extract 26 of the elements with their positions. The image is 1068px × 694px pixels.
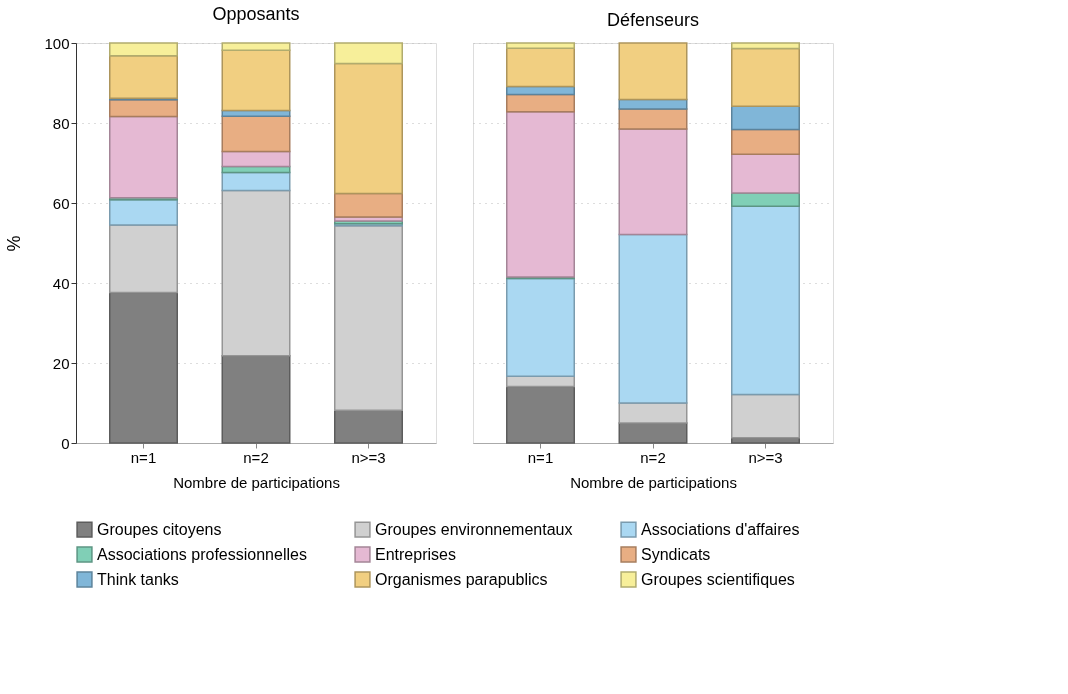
- x-tick-label: n=2: [640, 448, 666, 466]
- x-axis-title: Nombre de participations: [173, 473, 340, 491]
- x-tick-label: n=1: [130, 448, 157, 466]
- legend-label: Syndicats: [641, 545, 711, 563]
- legend-label: Associations professionnelles: [97, 545, 307, 563]
- x-axis-title: Nombre de participations: [570, 473, 737, 491]
- y-tick-label: 0: [61, 434, 70, 452]
- chart-title: Défenseurs: [606, 10, 700, 31]
- y-tick-label: 40: [52, 274, 70, 292]
- legend-label: Groupes scientifiques: [641, 570, 795, 588]
- y-tick-label: 100: [44, 34, 70, 52]
- legend-label: Entreprises: [375, 545, 456, 563]
- chart-title: Opposants: [212, 4, 300, 24]
- legend-label: Organismes parapublics: [375, 570, 548, 588]
- legend-label: Think tanks: [97, 570, 179, 588]
- legend-label: Groupes environnementaux: [375, 520, 573, 538]
- y-tick-label: 20: [52, 354, 70, 372]
- y-axis-title: %: [4, 235, 25, 252]
- x-tick-label: n=1: [527, 448, 554, 466]
- x-tick-label: n=2: [243, 448, 269, 466]
- x-tick-label: n>=3: [748, 448, 783, 466]
- y-tick-label: 80: [52, 114, 70, 132]
- x-tick-label: n>=3: [351, 448, 386, 466]
- legend-label: Groupes citoyens: [97, 520, 222, 538]
- y-tick-label: 60: [52, 194, 70, 212]
- legend-label: Associations d'affaires: [641, 520, 800, 538]
